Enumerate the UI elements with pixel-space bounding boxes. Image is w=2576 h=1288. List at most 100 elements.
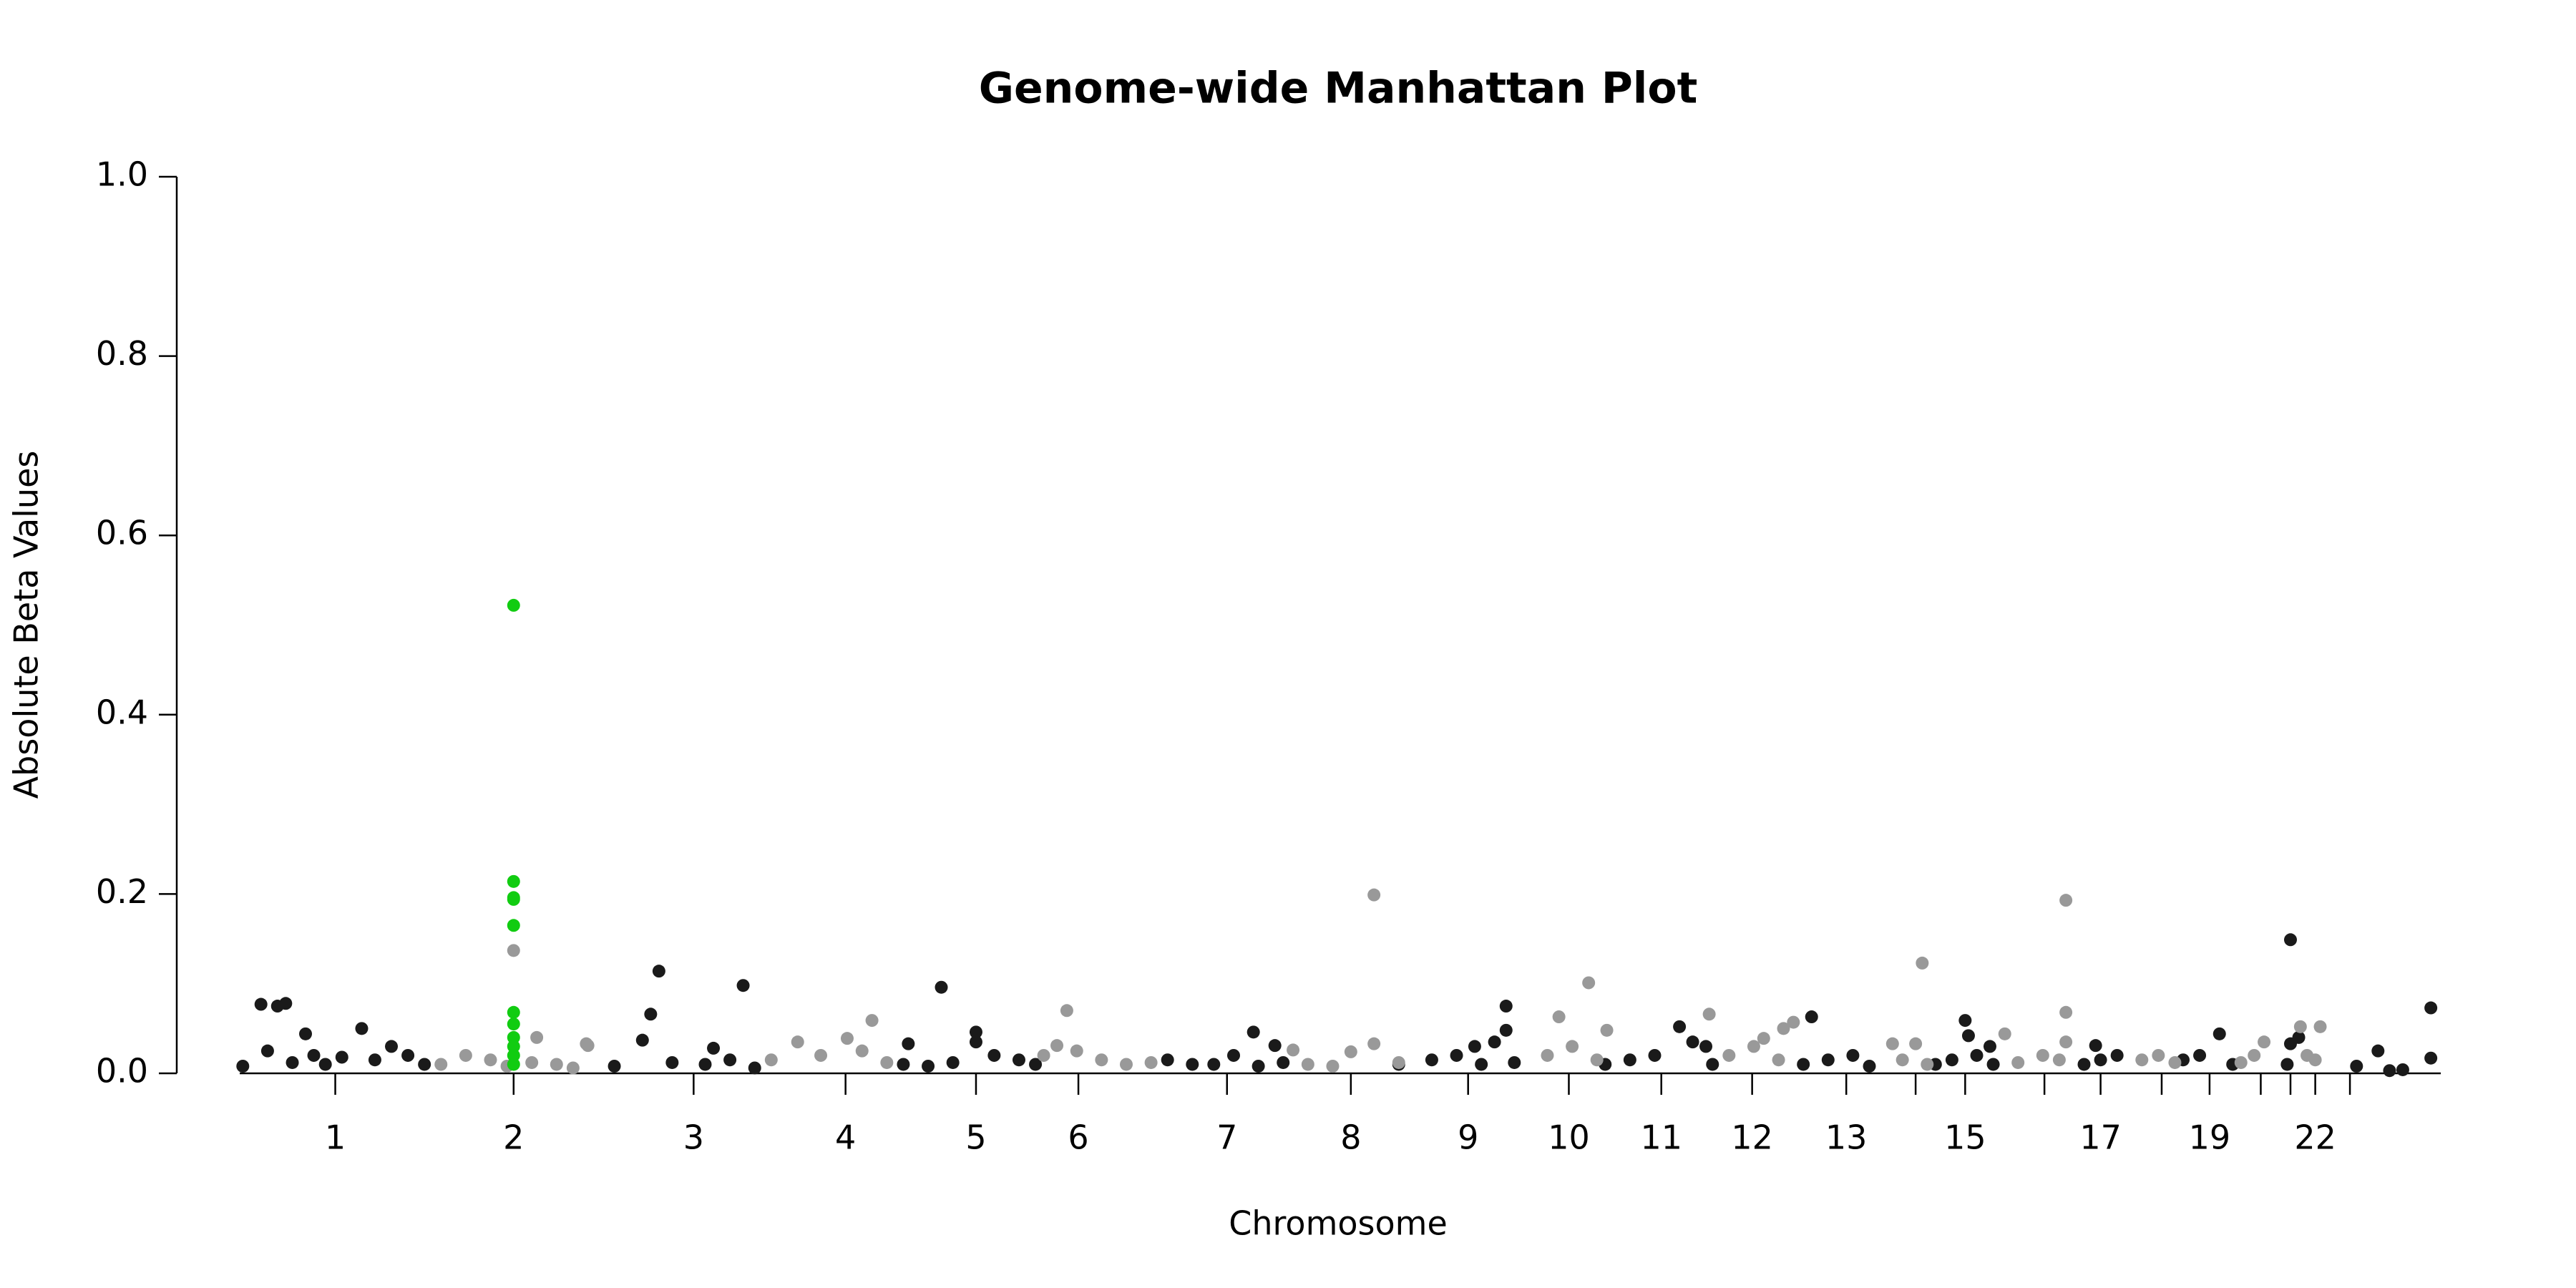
- point: [1998, 1027, 2011, 1040]
- point: [318, 1058, 332, 1071]
- point: [1797, 1058, 1810, 1071]
- x-tick-label: 5: [965, 1118, 986, 1157]
- point: [1699, 1040, 1713, 1053]
- point: [840, 1032, 854, 1045]
- point: [2308, 1053, 2322, 1067]
- point: [2313, 1020, 2327, 1033]
- x-tick-label: 22: [2294, 1118, 2336, 1157]
- point: [1344, 1045, 1357, 1058]
- point: [1916, 956, 1929, 970]
- point: [2280, 1058, 2294, 1071]
- point: [2283, 933, 2297, 947]
- point: [1757, 1032, 1770, 1045]
- x-tick-label: 11: [1640, 1118, 1682, 1157]
- point: [987, 1048, 1001, 1062]
- point: [2424, 1051, 2438, 1065]
- point: [1277, 1055, 1290, 1069]
- point: [507, 598, 520, 612]
- point: [1686, 1035, 1699, 1049]
- x-tick-label: 6: [1068, 1118, 1088, 1157]
- point: [1909, 1037, 1923, 1050]
- point: [1508, 1055, 1521, 1069]
- x-tick-label: 12: [1731, 1118, 1773, 1157]
- point: [2168, 1055, 2182, 1069]
- point: [922, 1059, 935, 1073]
- point: [1226, 1048, 1240, 1062]
- point: [1144, 1055, 1158, 1069]
- point: [566, 1061, 580, 1075]
- point: [1986, 1058, 2000, 1071]
- point: [355, 1022, 369, 1035]
- point: [1552, 1010, 1566, 1024]
- point: [2350, 1059, 2363, 1073]
- point: [401, 1048, 415, 1062]
- point: [507, 1018, 520, 1031]
- point: [1821, 1053, 1835, 1067]
- point: [1060, 1004, 1073, 1018]
- point: [644, 1008, 658, 1021]
- point: [1367, 888, 1381, 902]
- point: [2258, 1035, 2271, 1049]
- point: [935, 980, 948, 994]
- point: [1367, 1037, 1381, 1050]
- point: [902, 1037, 915, 1050]
- y-tick-label: 0.8: [96, 334, 148, 373]
- point: [2036, 1048, 2049, 1062]
- y-tick-label: 0.2: [96, 872, 148, 911]
- point: [550, 1058, 563, 1071]
- y-axis-label: Absolute Beta Values: [7, 451, 46, 799]
- point: [1921, 1058, 1934, 1071]
- point: [1772, 1053, 1785, 1067]
- point: [507, 1048, 520, 1062]
- x-tick-label: 15: [1944, 1118, 1986, 1157]
- x-tick-label: 7: [1216, 1118, 1237, 1157]
- point: [1207, 1058, 1221, 1071]
- point: [507, 874, 520, 888]
- x-tick-label: 9: [1458, 1118, 1478, 1157]
- point: [236, 1059, 250, 1073]
- x-tick-label: 3: [683, 1118, 704, 1157]
- point: [368, 1053, 381, 1067]
- point: [1095, 1053, 1108, 1067]
- x-tick-label: 2: [503, 1118, 524, 1157]
- point: [736, 979, 750, 992]
- point: [1326, 1059, 1340, 1073]
- point: [1161, 1053, 1174, 1067]
- point: [1863, 1059, 1876, 1073]
- point: [1252, 1059, 1265, 1073]
- point: [1805, 1010, 1818, 1024]
- point: [1301, 1058, 1314, 1071]
- point: [1392, 1055, 1405, 1069]
- point: [2193, 1048, 2207, 1062]
- point: [2011, 1055, 2025, 1069]
- point: [814, 1048, 828, 1062]
- x-tick-label: 10: [1548, 1118, 1590, 1157]
- point: [507, 1058, 520, 1071]
- point: [1541, 1048, 1554, 1062]
- point: [880, 1055, 894, 1069]
- point: [1600, 1023, 1614, 1037]
- point: [507, 1005, 520, 1019]
- point: [307, 1048, 321, 1062]
- y-tick-label: 0.6: [96, 514, 148, 552]
- point: [1846, 1048, 1860, 1062]
- point: [507, 944, 520, 957]
- point: [2212, 1027, 2226, 1040]
- point: [1450, 1048, 1463, 1062]
- point: [698, 1058, 712, 1071]
- point: [1722, 1048, 1736, 1062]
- point: [1970, 1048, 1984, 1062]
- point: [1747, 1040, 1760, 1053]
- point: [1246, 1025, 1260, 1039]
- point: [1673, 1020, 1687, 1033]
- point: [459, 1048, 472, 1062]
- point: [2110, 1048, 2124, 1062]
- point: [1983, 1040, 1996, 1053]
- point: [2089, 1039, 2102, 1053]
- point: [507, 1040, 520, 1053]
- point: [1475, 1058, 1488, 1071]
- point: [2383, 1064, 2396, 1078]
- point: [2283, 1037, 2297, 1050]
